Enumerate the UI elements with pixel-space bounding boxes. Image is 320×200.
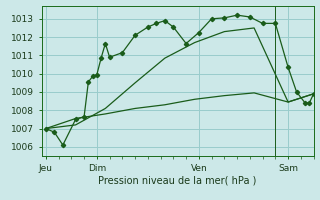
X-axis label: Pression niveau de la mer( hPa ): Pression niveau de la mer( hPa ) [99, 175, 257, 185]
